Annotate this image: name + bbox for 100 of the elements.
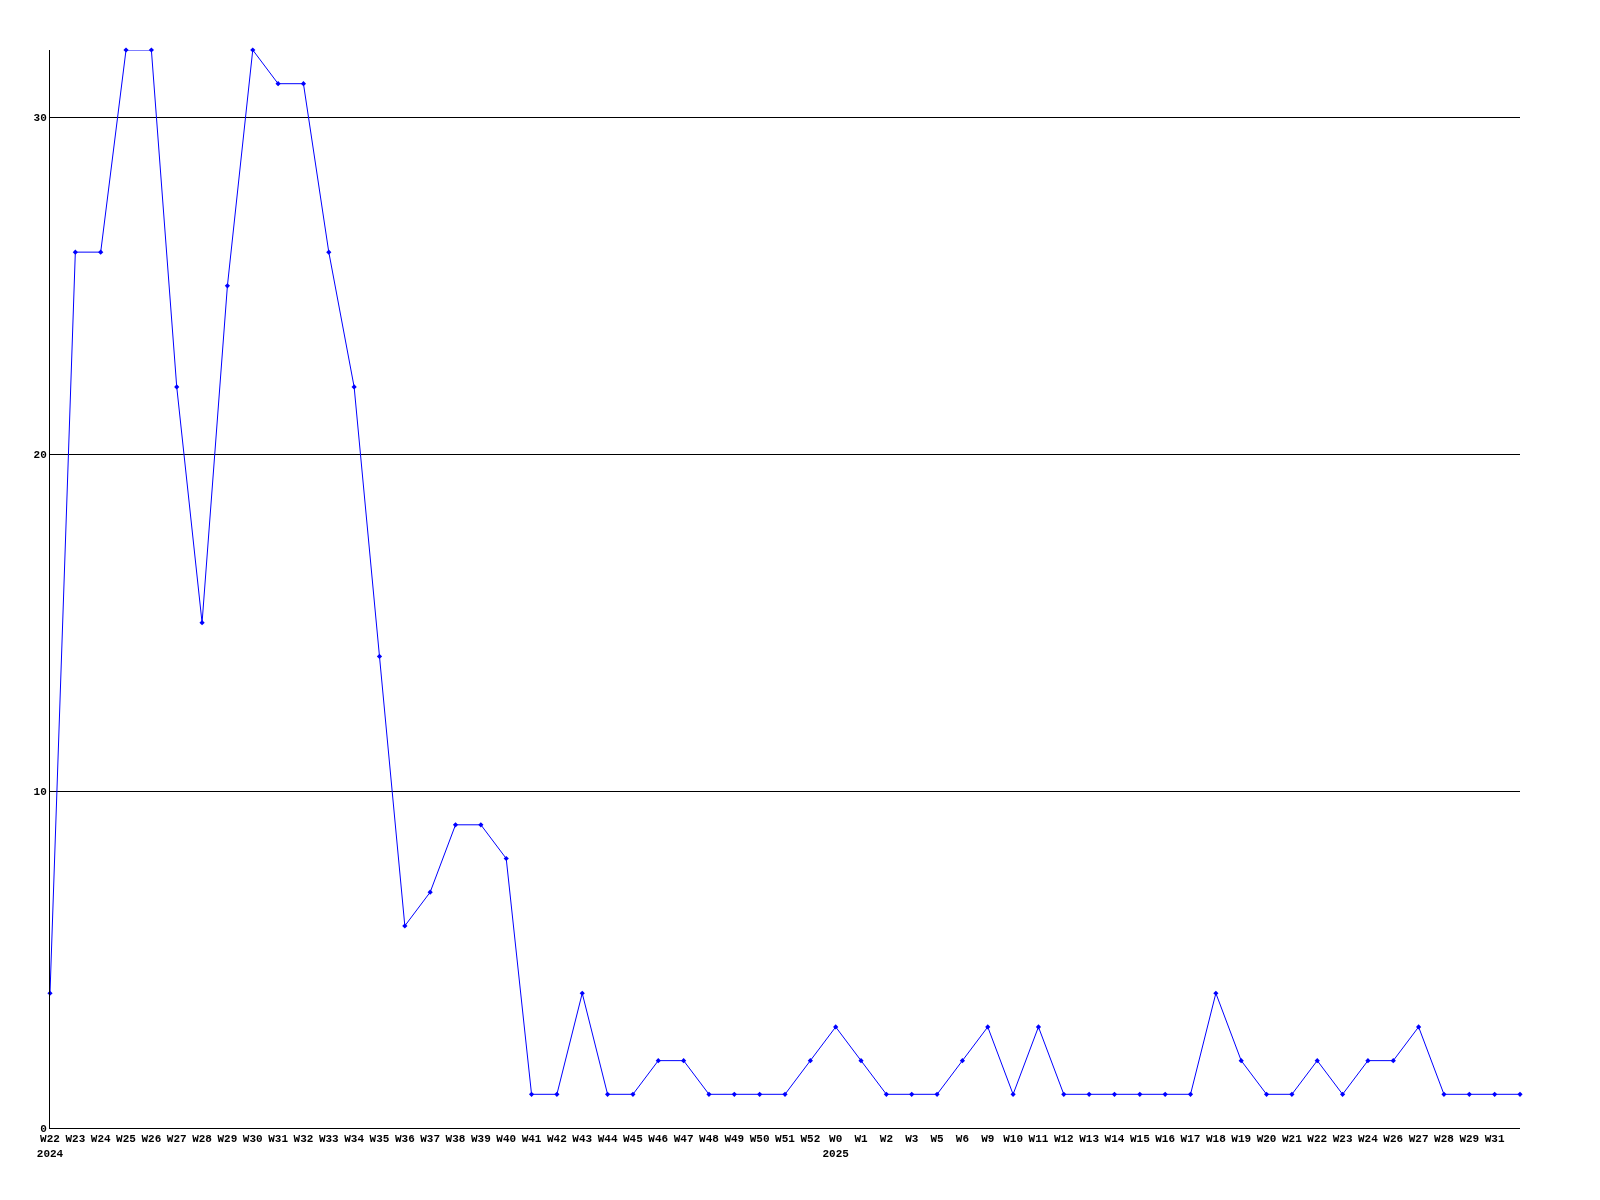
x-tick-label: W45 bbox=[623, 1133, 644, 1146]
point bbox=[1416, 1024, 1422, 1030]
x-tick-label: W1 bbox=[854, 1133, 869, 1146]
x-tick-label: W46 bbox=[648, 1133, 669, 1146]
x-tick-label: W47 bbox=[673, 1133, 694, 1146]
x-tick-label: W52 bbox=[800, 1133, 821, 1146]
x-tick-label: W3 bbox=[905, 1133, 919, 1146]
x-tick-label: W43 bbox=[572, 1133, 593, 1146]
point bbox=[1162, 1091, 1168, 1097]
x-tick-label: W11 bbox=[1028, 1133, 1049, 1146]
point bbox=[174, 384, 180, 390]
x-tick-label: W18 bbox=[1205, 1133, 1227, 1146]
x-tick-label: W21 bbox=[1281, 1133, 1303, 1146]
x-tick-label: W26 bbox=[1383, 1133, 1404, 1146]
x-tick-label: W27 bbox=[166, 1133, 187, 1146]
x-tick-label: W20 bbox=[1256, 1133, 1277, 1146]
point bbox=[757, 1091, 763, 1097]
point bbox=[503, 855, 509, 862]
point bbox=[807, 1058, 813, 1064]
point bbox=[604, 1091, 611, 1097]
x-tick-label: W40 bbox=[496, 1133, 517, 1146]
y-tick-label: 0 bbox=[40, 1122, 47, 1135]
x-tick-label: W23 bbox=[1332, 1133, 1353, 1146]
x-tick-label: W32 bbox=[293, 1133, 314, 1146]
point bbox=[1466, 1091, 1472, 1097]
x-tick-label: W22 bbox=[1307, 1133, 1328, 1146]
x-tick-label: W14 bbox=[1104, 1133, 1125, 1146]
y-tick-label: 20 bbox=[33, 449, 47, 462]
point bbox=[883, 1091, 889, 1097]
point bbox=[1339, 1091, 1346, 1097]
point bbox=[681, 1058, 687, 1064]
x-tick-label: W5 bbox=[930, 1133, 945, 1146]
point bbox=[1263, 1091, 1270, 1097]
point bbox=[72, 249, 78, 255]
point bbox=[858, 1058, 864, 1064]
x-tick-label: W16 bbox=[1155, 1133, 1176, 1146]
x-tick-label: W28 bbox=[192, 1133, 213, 1146]
x-tick-label: W15 bbox=[1129, 1133, 1151, 1146]
point bbox=[1365, 1058, 1371, 1064]
point bbox=[1289, 1091, 1295, 1097]
point bbox=[224, 283, 231, 289]
x-tick-label: W19 bbox=[1231, 1133, 1252, 1146]
point bbox=[452, 822, 459, 828]
x-tick-label: W26 bbox=[141, 1133, 162, 1146]
x-tick-label: W42 bbox=[546, 1133, 567, 1146]
point bbox=[554, 1091, 560, 1097]
x-tick-label: W49 bbox=[724, 1133, 745, 1146]
x-tick-label: W38 bbox=[445, 1133, 466, 1146]
x-tick-label: W35 bbox=[369, 1133, 390, 1146]
point bbox=[528, 1091, 535, 1097]
x-tick-label: W27 bbox=[1408, 1133, 1429, 1146]
point bbox=[1061, 1091, 1067, 1097]
x-tick-label: W36 bbox=[394, 1133, 415, 1146]
x-tick-label: W29 bbox=[1459, 1133, 1480, 1146]
x-tick-label: W24 bbox=[1358, 1133, 1379, 1146]
x-tick-label: W12 bbox=[1053, 1133, 1074, 1146]
x-tick-label: W29 bbox=[217, 1133, 238, 1146]
point bbox=[655, 1058, 661, 1064]
point bbox=[1314, 1058, 1320, 1064]
point bbox=[1137, 1091, 1143, 1097]
x-tick-label: W28 bbox=[1434, 1133, 1455, 1146]
x-tick-label: W51 bbox=[775, 1133, 796, 1146]
point bbox=[579, 990, 585, 996]
x-tick-label: W2 bbox=[879, 1133, 893, 1146]
x-tick-label: W9 bbox=[981, 1133, 995, 1146]
x-tick-label: W17 bbox=[1180, 1133, 1201, 1146]
x-tick-label: W10 bbox=[1003, 1133, 1024, 1146]
x-tick-label: W6 bbox=[955, 1133, 970, 1146]
x-tick-label: W41 bbox=[521, 1133, 542, 1146]
x-tick-label: W44 bbox=[597, 1133, 618, 1146]
point bbox=[731, 1091, 737, 1097]
point bbox=[1035, 1024, 1042, 1030]
y-tick-label: 30 bbox=[33, 112, 47, 125]
x-tick-label: W25 bbox=[116, 1133, 137, 1146]
point bbox=[1390, 1058, 1396, 1064]
x-tick-label: W34 bbox=[344, 1133, 365, 1146]
point bbox=[300, 81, 307, 87]
x-tick-label: W48 bbox=[699, 1133, 720, 1146]
point bbox=[376, 653, 383, 659]
point bbox=[275, 81, 281, 87]
point bbox=[959, 1058, 966, 1064]
point bbox=[98, 249, 104, 255]
point bbox=[1086, 1091, 1092, 1097]
x-tick-label: W50 bbox=[749, 1133, 770, 1146]
x-tick-label: W37 bbox=[420, 1133, 441, 1146]
x-tick-label: W24 bbox=[90, 1133, 111, 1146]
point bbox=[909, 1091, 915, 1097]
point bbox=[1187, 1091, 1194, 1097]
point bbox=[1238, 1058, 1244, 1064]
x-tick-label: W31 bbox=[1484, 1133, 1505, 1146]
point bbox=[1492, 1091, 1498, 1097]
y-tick-label: 10 bbox=[33, 785, 47, 798]
x-tick-label: W39 bbox=[470, 1133, 491, 1146]
point bbox=[1111, 1091, 1118, 1097]
x-tick-label: W30 bbox=[242, 1133, 263, 1146]
x-tick-label: W33 bbox=[318, 1133, 340, 1146]
x-tick-label: W31 bbox=[268, 1133, 289, 1146]
x-tick-label: W0 2025 bbox=[822, 1133, 850, 1160]
x-tick-label: W22 2024 bbox=[36, 1133, 64, 1160]
x-tick-label: W23 bbox=[65, 1133, 86, 1146]
